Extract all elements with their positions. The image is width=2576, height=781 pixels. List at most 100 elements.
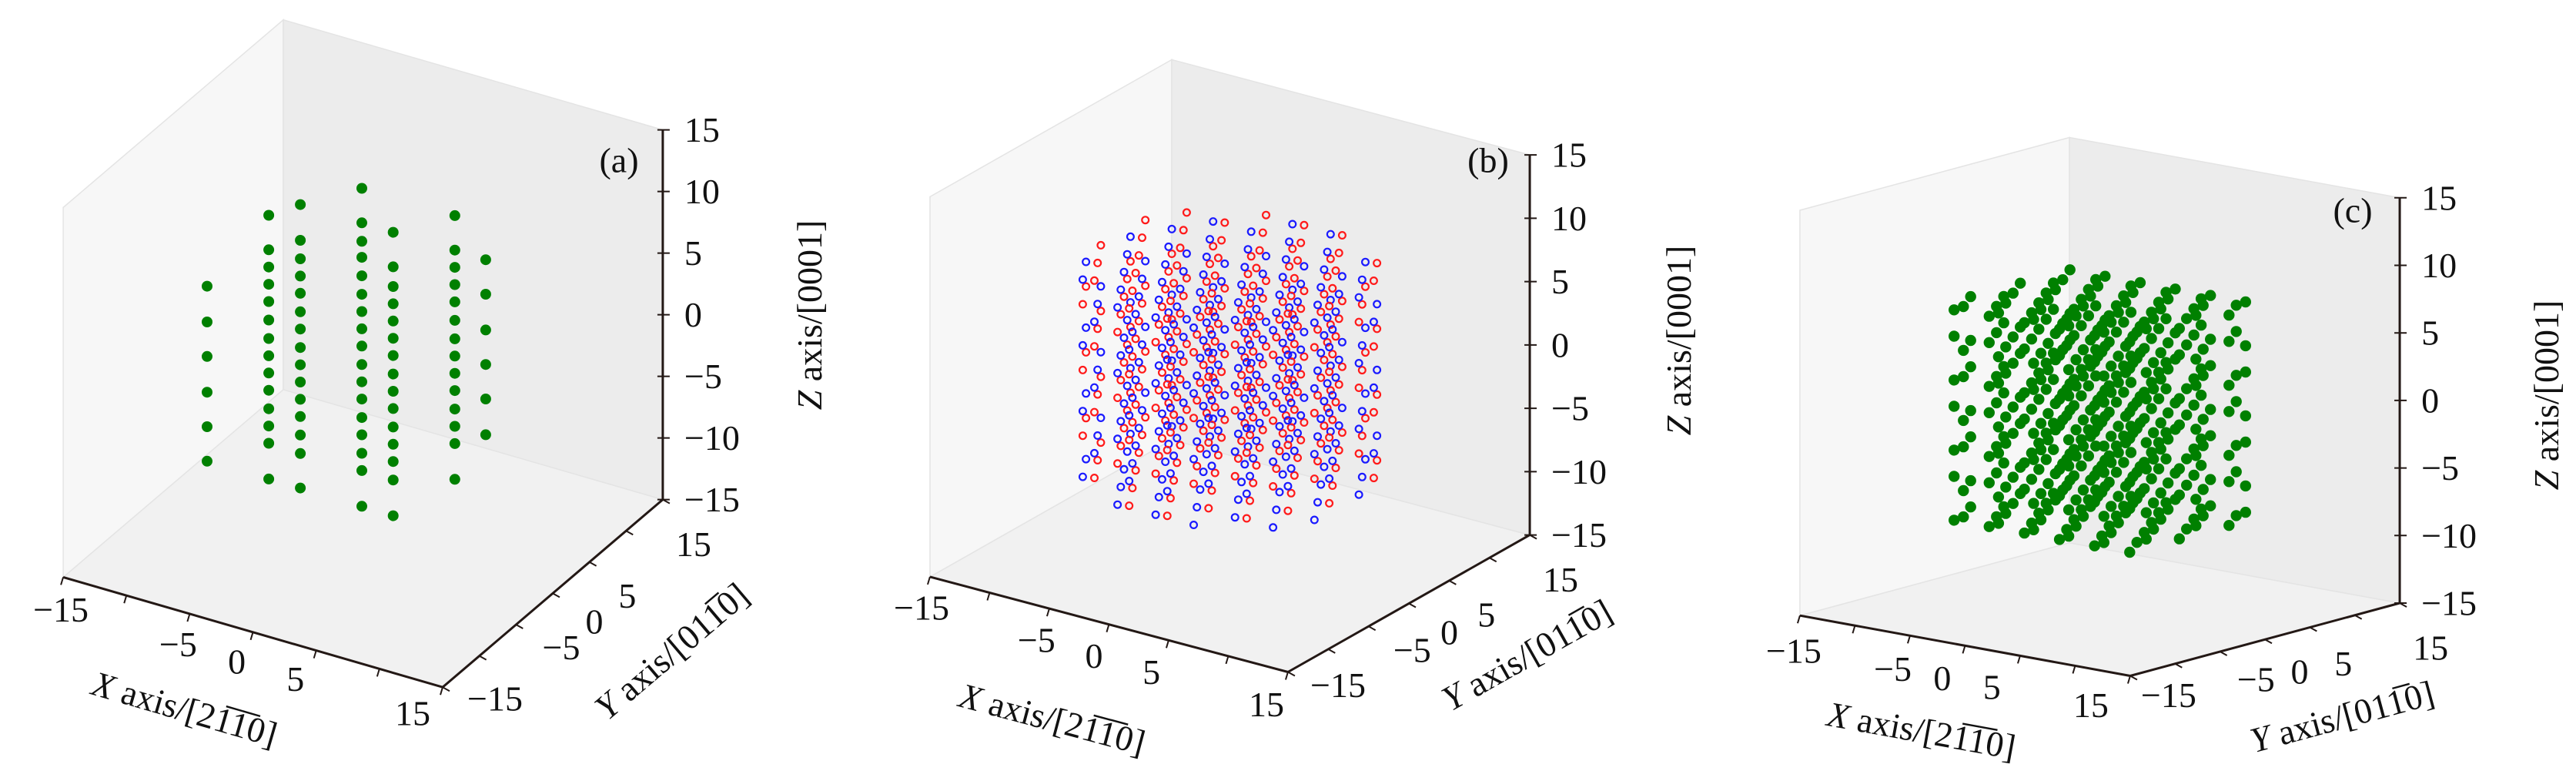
atom-point — [1189, 454, 1198, 464]
atom-point — [1300, 352, 1309, 361]
atom-point — [2188, 399, 2200, 411]
atom-point — [1281, 280, 1290, 289]
atom-point — [1326, 320, 1335, 330]
atom-point — [2061, 340, 2073, 351]
x-tick — [1796, 615, 1801, 624]
atom-point — [2140, 437, 2152, 448]
atom-point — [1316, 348, 1326, 357]
atom-point — [1116, 417, 1126, 426]
atom-point — [1258, 425, 1267, 434]
atom-point — [2083, 310, 2094, 322]
atom-point — [356, 447, 367, 459]
atom-point — [1157, 434, 1166, 443]
atom-point — [1157, 277, 1166, 287]
atom-point — [2113, 307, 2124, 318]
z-tick-label: −5 — [1551, 389, 1589, 428]
z-axis-label: Z axis/[0001] — [2527, 300, 2566, 491]
atom-point — [1281, 255, 1290, 264]
atom-point — [1128, 484, 1137, 493]
atom-point — [1334, 355, 1343, 364]
atom-point — [1354, 317, 1363, 327]
atom-point — [1202, 450, 1211, 459]
panel-label: (c) — [2333, 191, 2372, 230]
atom-point — [2057, 274, 2069, 286]
atom-point — [2096, 346, 2108, 358]
atom-point — [1169, 385, 1179, 394]
atom-point — [1369, 474, 1378, 483]
atom-point — [1281, 452, 1290, 461]
atom-point — [449, 262, 460, 273]
atom-point — [2173, 489, 2185, 501]
atom-point — [1119, 267, 1129, 277]
atom-point — [1209, 307, 1218, 317]
atom-point — [1275, 356, 1284, 365]
atom-point — [449, 404, 460, 415]
atom-point — [1154, 427, 1163, 436]
atom-point — [2188, 469, 2200, 481]
atom-point — [2000, 367, 2012, 379]
atom-point — [1163, 355, 1172, 364]
atom-point — [263, 384, 275, 396]
atom-point — [449, 350, 460, 362]
atom-point — [1213, 451, 1223, 460]
atom-point — [1193, 305, 1202, 314]
atom-point — [263, 437, 275, 449]
atom-point — [2155, 303, 2166, 315]
atom-point — [2089, 426, 2100, 437]
atom-point — [1113, 500, 1122, 509]
atom-point — [2068, 470, 2080, 481]
atom-point — [1290, 405, 1299, 414]
atom-point — [1331, 373, 1340, 382]
atom-point — [1998, 317, 2009, 329]
atom-point — [2053, 490, 2066, 501]
atom-point — [2089, 330, 2100, 341]
atom-point — [2077, 344, 2089, 356]
atom-point — [2118, 387, 2129, 398]
atom-point — [2007, 331, 2019, 343]
atom-point — [1204, 413, 1213, 422]
atom-point — [2223, 309, 2235, 321]
atom-point — [1313, 390, 1322, 400]
atom-point — [2190, 450, 2202, 461]
atom-point — [2140, 463, 2152, 474]
atom-point — [2070, 521, 2082, 532]
atom-point — [1196, 313, 1205, 322]
atom-point — [1199, 401, 1208, 411]
atom-point — [1354, 424, 1363, 434]
atom-point — [1116, 376, 1126, 385]
atom-point — [1196, 354, 1205, 363]
atom-point — [2148, 313, 2159, 325]
atom-point — [1196, 419, 1205, 428]
y-tick — [2129, 675, 2138, 681]
atom-point — [1958, 300, 1969, 313]
atom-point — [1161, 260, 1170, 269]
atom-point — [2139, 483, 2150, 494]
x-tick — [1962, 645, 1966, 654]
atom-point — [2019, 457, 2030, 469]
atom-point — [2042, 337, 2054, 349]
atom-point — [2077, 300, 2089, 312]
atom-point — [1258, 401, 1267, 410]
atom-point — [2173, 349, 2185, 360]
atom-point — [1965, 474, 1976, 487]
atom-point — [1325, 474, 1334, 483]
atom-point — [387, 474, 399, 486]
atom-point — [1166, 337, 1175, 347]
atom-point — [2205, 430, 2216, 441]
atom-point — [1357, 366, 1367, 375]
atom-point — [1316, 283, 1326, 292]
x-tick-label: 5 — [1983, 668, 2001, 707]
atom-point — [356, 359, 367, 370]
atom-point — [1949, 304, 1960, 316]
atom-point — [1991, 397, 2002, 409]
atom-point — [1199, 426, 1208, 435]
atom-point — [2131, 466, 2143, 478]
atom-point — [1137, 274, 1146, 283]
y-tick-label: 15 — [1543, 560, 1578, 599]
atom-point — [1154, 386, 1163, 395]
atom-point — [1949, 515, 1960, 526]
atom-point — [1125, 476, 1134, 485]
atom-point — [295, 323, 306, 335]
atom-point — [1230, 340, 1239, 350]
atom-point — [1242, 448, 1251, 458]
